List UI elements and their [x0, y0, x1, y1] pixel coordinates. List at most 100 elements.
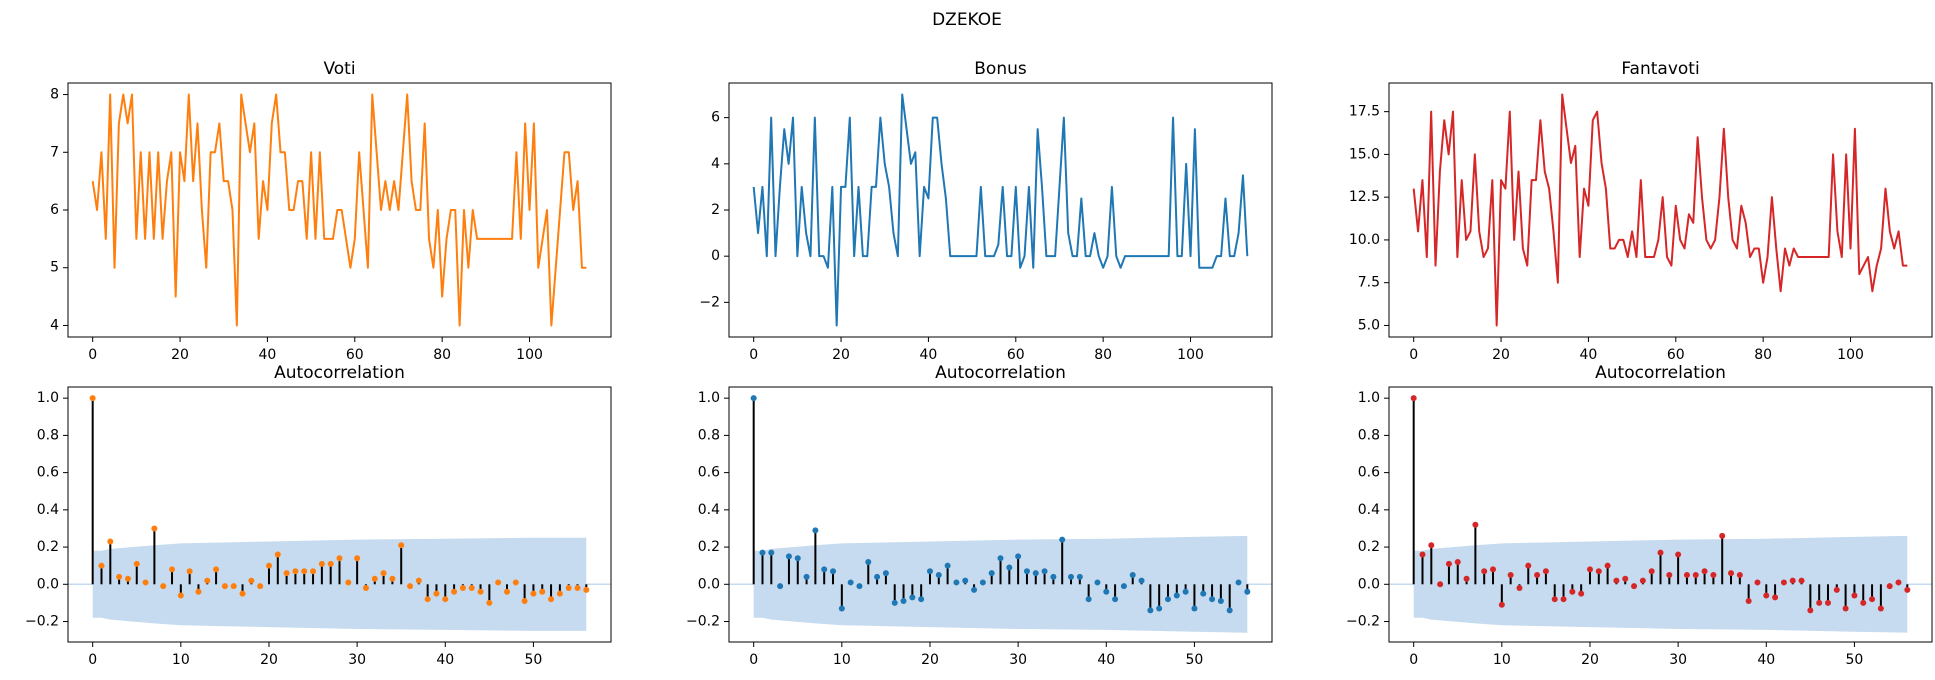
stem-marker [530, 590, 537, 597]
stem-marker [230, 583, 237, 590]
y-tick-label: 4 [711, 156, 720, 172]
y-tick-label: 0.8 [698, 427, 720, 443]
x-tick-label: 50 [525, 652, 543, 668]
stem-marker [1578, 590, 1585, 597]
stem-marker [1498, 601, 1505, 608]
stem-marker [195, 588, 202, 595]
series-line [1412, 93, 1908, 327]
x-tick-label: 0 [88, 347, 97, 363]
stem-marker [1833, 586, 1840, 593]
stem-marker [1164, 596, 1171, 603]
stem-marker [548, 596, 555, 603]
x-tick-label: 0 [1409, 652, 1418, 668]
stem-marker [865, 558, 872, 565]
stem-marker [1507, 571, 1514, 578]
y-tick-label: 7 [50, 144, 59, 160]
stem-marker [1569, 588, 1576, 595]
stem-marker [1763, 592, 1770, 599]
axes-frame [1388, 386, 1933, 643]
series-line [91, 93, 587, 327]
stem-marker [794, 555, 801, 562]
stem-marker [1023, 568, 1030, 575]
stem-marker [1886, 583, 1893, 590]
stem-marker [909, 594, 916, 601]
figure-title: DZEKOE [932, 10, 1002, 30]
x-tick-label: 20 [921, 652, 939, 668]
stem-marker [768, 549, 775, 556]
stem-marker [539, 588, 546, 595]
stem-marker [389, 575, 396, 582]
stem-marker [1824, 599, 1831, 606]
stem-marker [1428, 542, 1435, 549]
y-tick-label: 5.0 [1358, 317, 1380, 333]
x-tick-label: 80 [433, 347, 451, 363]
stem-marker [830, 568, 837, 575]
stem-marker [926, 568, 933, 575]
x-tick-label: 20 [171, 347, 189, 363]
stem-marker [1789, 577, 1796, 584]
stem-marker [1613, 577, 1620, 584]
stem-marker [1437, 581, 1444, 588]
y-tick-label: 1.0 [37, 390, 59, 406]
stem-marker [874, 573, 881, 580]
x-tick-label: 40 [1757, 652, 1775, 668]
stem-marker [1877, 605, 1884, 612]
y-tick-label: 12.5 [1349, 189, 1380, 205]
stem-marker [1745, 598, 1752, 605]
stem-marker [1542, 568, 1549, 575]
x-tick-label: 60 [1667, 347, 1685, 363]
stem-marker [371, 575, 378, 582]
y-tick-label: 0.6 [37, 465, 59, 481]
y-tick-label: 0.4 [37, 502, 59, 518]
stem-marker [116, 573, 123, 580]
stem-marker [160, 583, 167, 590]
stem-marker [151, 525, 158, 532]
stem-marker [838, 605, 845, 612]
stem-marker [1728, 570, 1735, 577]
x-tick-label: 50 [1186, 652, 1204, 668]
stem-marker [274, 551, 281, 558]
x-tick-label: 30 [348, 652, 366, 668]
stem-marker [1419, 551, 1426, 558]
stem-marker [997, 555, 1004, 562]
y-tick-label: 10.0 [1349, 232, 1380, 248]
stem-marker [292, 568, 299, 575]
stem-marker [1648, 568, 1655, 575]
stem-marker [1445, 560, 1452, 567]
stem-marker [1191, 605, 1198, 612]
x-tick-label: 80 [1754, 347, 1772, 363]
stem-marker [433, 590, 440, 597]
stem-marker [574, 585, 581, 592]
stem-marker [186, 568, 193, 575]
stem-marker [1015, 553, 1022, 560]
y-tick-label: 15.0 [1349, 146, 1380, 162]
stem-marker [1710, 571, 1717, 578]
y-tick-label: 4 [50, 317, 59, 333]
stem-marker [1604, 562, 1611, 569]
stem-marker [248, 577, 255, 584]
stem-marker [89, 395, 96, 402]
y-tick-label: 5 [50, 260, 59, 276]
stem-marker [107, 538, 114, 545]
stem-marker [1675, 551, 1682, 558]
x-tick-label: 0 [749, 347, 758, 363]
stem-marker [1041, 568, 1048, 575]
stem-marker [1807, 607, 1814, 614]
subplot-title: Autocorrelation [274, 363, 405, 383]
stem-marker [1050, 573, 1057, 580]
stem-marker [1772, 594, 1779, 601]
stem-marker [407, 583, 414, 590]
stem-marker [1683, 571, 1690, 578]
stem-marker [1860, 599, 1867, 606]
y-tick-label: 7.5 [1358, 275, 1380, 291]
stem-marker [988, 570, 995, 577]
stem-marker [785, 553, 792, 560]
stem-marker [1006, 564, 1013, 571]
y-tick-label: 2 [711, 202, 720, 218]
stem-marker [415, 577, 422, 584]
stem-marker [310, 568, 317, 575]
stem-marker [759, 549, 766, 556]
stem-marker [424, 596, 431, 603]
